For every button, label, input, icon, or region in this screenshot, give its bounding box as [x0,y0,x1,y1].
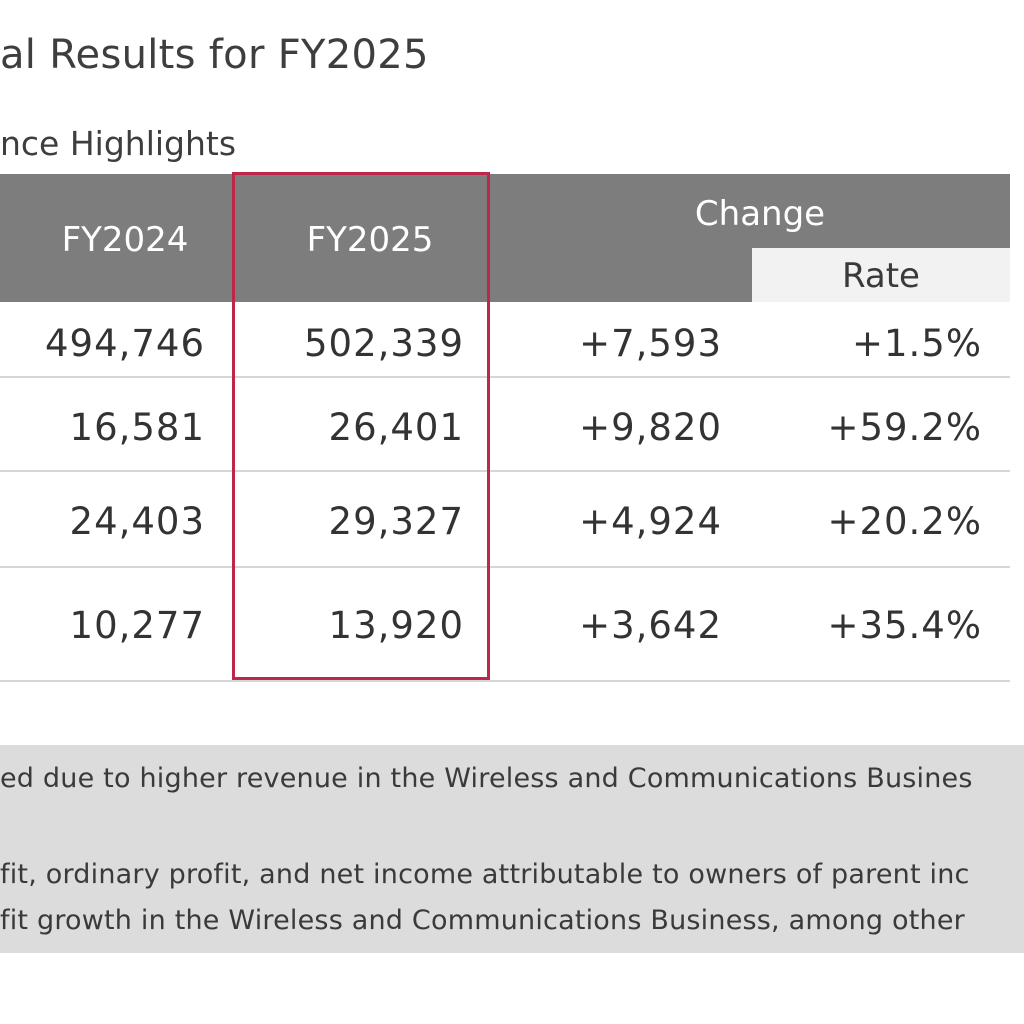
table-row: 494,746 502,339 +7,593 +1.5% [0,302,1010,378]
cell-fy2025: 502,339 [303,322,464,365]
header-rate-cell [752,248,1010,302]
note-line-3: fit growth in the Wireless and Communica… [0,905,965,936]
cell-fy2024: 24,403 [69,500,205,543]
notes-box: ed due to higher revenue in the Wireless… [0,745,1024,953]
cell-fy2024: 16,581 [69,406,205,449]
table-row: 24,403 29,327 +4,924 +20.2% [0,472,1010,568]
cell-fy2025: 29,327 [328,500,464,543]
header-change: Change [694,194,826,234]
header-fy2024: FY2024 [61,220,189,260]
note-line-2: fit, ordinary profit, and net income att… [0,859,970,890]
table-row: 16,581 26,401 +9,820 +59.2% [0,378,1010,472]
cell-fy2025: 13,920 [328,604,464,647]
table-row: 10,277 13,920 +3,642 +35.4% [0,568,1010,682]
cell-rate: +35.4% [827,604,982,647]
header-rate: Rate [842,256,920,296]
cell-fy2024: 494,746 [44,322,205,365]
section-subtitle: nce Highlights [0,124,237,163]
cell-rate: +1.5% [851,322,982,365]
cell-rate: +59.2% [827,406,982,449]
page-title: al Results for FY2025 [0,32,429,78]
header-fy2025: FY2025 [306,220,434,260]
cell-change: +7,593 [579,322,722,365]
cell-rate: +20.2% [827,500,982,543]
cell-change: +4,924 [579,500,722,543]
cell-fy2025: 26,401 [328,406,464,449]
cell-change: +9,820 [579,406,722,449]
cell-change: +3,642 [579,604,722,647]
cell-fy2024: 10,277 [69,604,205,647]
note-line-1: ed due to higher revenue in the Wireless… [0,763,973,794]
